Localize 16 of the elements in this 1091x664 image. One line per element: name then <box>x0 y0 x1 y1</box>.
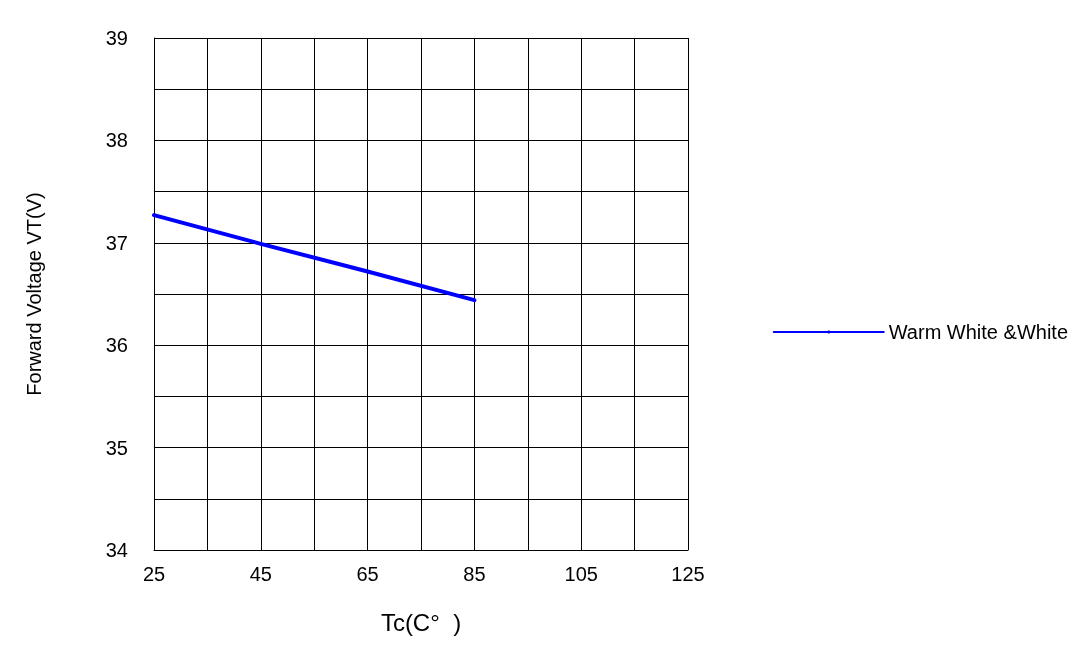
y-tick-label: 39 <box>105 27 128 49</box>
x-tick-label: 45 <box>249 563 272 585</box>
x-tick-label: 105 <box>564 563 598 585</box>
x-axis-title: Tc(C° ) <box>380 608 462 636</box>
y-tick-label: 34 <box>105 539 128 561</box>
y-tick-label: 37 <box>105 231 128 254</box>
x-tick-label: 125 <box>671 563 705 585</box>
x-tick-label: 65 <box>356 563 379 585</box>
line-series <box>152 213 477 303</box>
x-tick-label: 85 <box>463 563 486 585</box>
x-tick-label: 25 <box>142 563 166 585</box>
y-tick-label: 38 <box>105 129 128 152</box>
y-axis-title: Forward Voltage VT(V) <box>23 192 45 396</box>
text: Warm White &White <box>888 321 1068 343</box>
y-tick-label: 36 <box>105 334 128 357</box>
y-tick-label: 35 <box>105 436 128 459</box>
